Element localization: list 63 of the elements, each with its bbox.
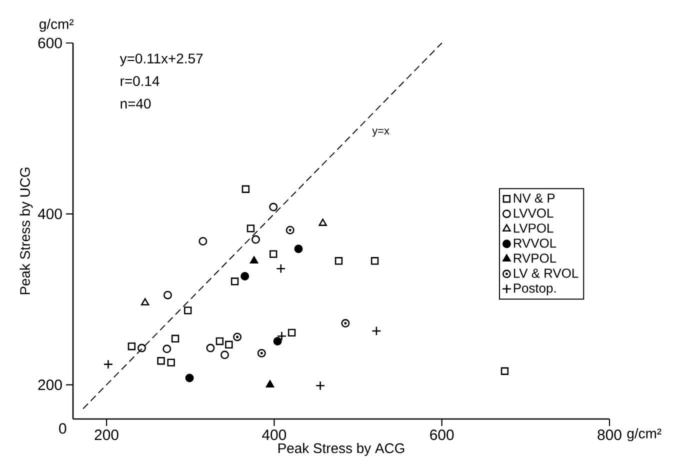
point xyxy=(286,226,294,234)
x-tick-label: 600 xyxy=(430,430,454,440)
x-tick-label: 400 xyxy=(262,430,286,440)
point xyxy=(315,380,326,391)
point xyxy=(269,202,278,212)
point xyxy=(318,218,327,226)
point xyxy=(140,298,150,306)
point xyxy=(500,367,509,375)
point xyxy=(276,264,286,274)
point xyxy=(103,359,114,370)
legend-label: LVVOL xyxy=(514,208,554,218)
point xyxy=(288,328,296,337)
legend-label: Postop. xyxy=(514,284,556,296)
legend-label: LVPOL xyxy=(514,224,554,233)
text: 0 xyxy=(59,423,66,434)
point xyxy=(157,357,165,365)
text: g/cm² xyxy=(40,18,74,32)
legend-label: RVVOL xyxy=(514,238,556,248)
point xyxy=(206,344,215,352)
annotation: y=0.11x+2.57 xyxy=(120,54,203,66)
point xyxy=(216,337,224,346)
series-label: y=x xyxy=(372,128,390,137)
point xyxy=(266,380,274,388)
point xyxy=(185,374,194,382)
point xyxy=(372,326,382,336)
point xyxy=(233,332,242,342)
point xyxy=(138,344,146,352)
point xyxy=(220,350,229,360)
point xyxy=(171,334,180,343)
point xyxy=(294,244,303,254)
legend-label: NV & P xyxy=(514,194,555,203)
point xyxy=(184,306,192,314)
point xyxy=(163,290,172,300)
point xyxy=(276,331,287,341)
point xyxy=(162,344,172,354)
point xyxy=(370,257,379,265)
annotation: r=0.14 xyxy=(120,76,160,86)
point xyxy=(230,278,239,286)
legend-label: LV & RVOL xyxy=(514,268,578,278)
y-tick-label: 600 xyxy=(38,38,62,48)
point xyxy=(242,185,250,193)
text: g/cm² xyxy=(627,428,662,442)
y-tick-label: 400 xyxy=(38,208,62,220)
point xyxy=(270,250,278,258)
y-axis-title: Peak Stress by UCG xyxy=(20,168,33,294)
legend-label: RVPOL xyxy=(514,254,556,263)
point xyxy=(225,340,233,348)
point xyxy=(252,235,260,244)
point xyxy=(128,342,136,350)
x-tick-label: 200 xyxy=(94,430,118,440)
annotation: n=40 xyxy=(120,98,151,109)
point xyxy=(341,319,350,328)
point xyxy=(334,257,343,265)
point xyxy=(198,236,208,246)
point xyxy=(246,224,255,232)
x-axis-title: Peak Stress by ACG xyxy=(278,442,404,456)
point xyxy=(250,256,258,264)
x-tick-label: 800 xyxy=(598,430,622,440)
point xyxy=(240,272,250,281)
point xyxy=(273,336,282,346)
point xyxy=(167,358,175,366)
point xyxy=(257,348,266,358)
y-tick-label: 200 xyxy=(38,380,62,390)
